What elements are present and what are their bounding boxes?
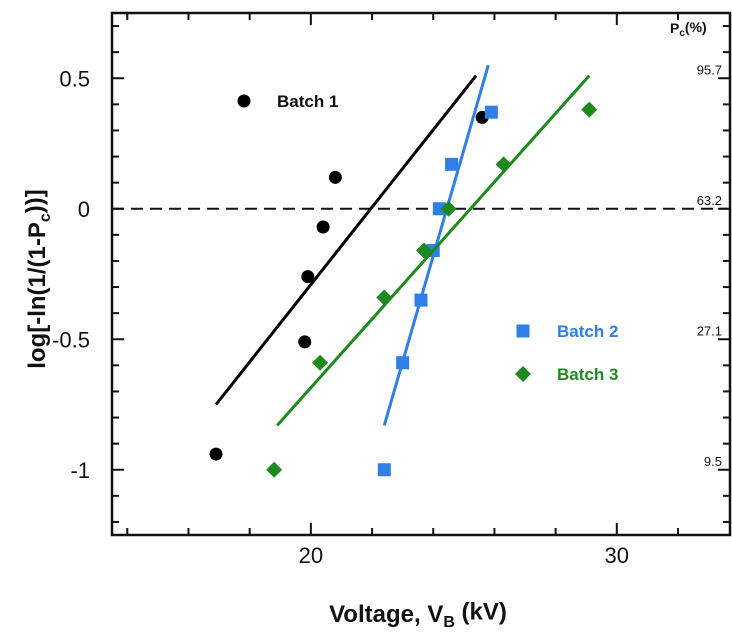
pc-label: 9.5 [704, 454, 722, 469]
legend-label: Batch 2 [557, 322, 618, 341]
legend-item: Batch 1 [237, 92, 338, 111]
series-2 [377, 64, 498, 477]
data-point [581, 101, 598, 118]
fit-line [276, 74, 591, 427]
axis-ticks [112, 13, 730, 535]
pc-label: 27.1 [697, 323, 722, 338]
y-axis-title: log[-ln(1/(1-Pc))] [22, 189, 54, 369]
data-point [298, 335, 312, 349]
x-axis-title: Voltage, VB (kV) [329, 599, 507, 631]
data-point [445, 157, 459, 171]
data-point [432, 202, 446, 216]
legend-marker [237, 94, 251, 108]
pc-header: Pc(%) [670, 19, 707, 39]
y-tick-label: -1 [70, 458, 90, 483]
x-tick-label: 20 [299, 543, 323, 568]
data-point [495, 156, 512, 173]
legend-marker [515, 366, 531, 382]
data-point [376, 289, 393, 306]
data-point [414, 293, 428, 307]
y-tick-label: 0 [78, 197, 90, 222]
data-point [484, 105, 498, 119]
x-tick-label: 30 [605, 543, 629, 568]
legend-marker [516, 324, 530, 338]
data-point [266, 461, 283, 478]
data-point [396, 356, 410, 370]
plot-area [110, 11, 732, 537]
fit-line [214, 74, 478, 406]
data-point [312, 354, 329, 371]
pc-axis-labels: Pc(%) 95.7 63.2 27.1 9.5 [670, 19, 722, 469]
y-tick-label: 0.5 [59, 66, 90, 91]
data-point [328, 170, 342, 184]
series-1 [209, 74, 489, 461]
legend: Batch 1 Batch 2 Batch 3 [237, 92, 618, 384]
data-series [209, 64, 598, 478]
data-point [416, 242, 433, 259]
legend-label: Batch 1 [277, 92, 338, 111]
legend-item: Batch 3 [515, 365, 618, 384]
pc-label: 63.2 [697, 193, 722, 208]
pc-label: 95.7 [697, 62, 722, 77]
data-point [377, 463, 391, 477]
plot-frame [110, 11, 732, 537]
legend-item: Batch 2 [516, 322, 618, 341]
y-tick-label: -0.5 [52, 327, 90, 352]
tick-labels: 20 30 0.5 0 -0.5 -1 [52, 66, 629, 568]
series-3 [266, 74, 598, 478]
data-point [316, 220, 330, 234]
data-point [301, 270, 315, 284]
legend-label: Batch 3 [557, 365, 618, 384]
data-point [440, 200, 457, 217]
data-point [209, 447, 223, 461]
